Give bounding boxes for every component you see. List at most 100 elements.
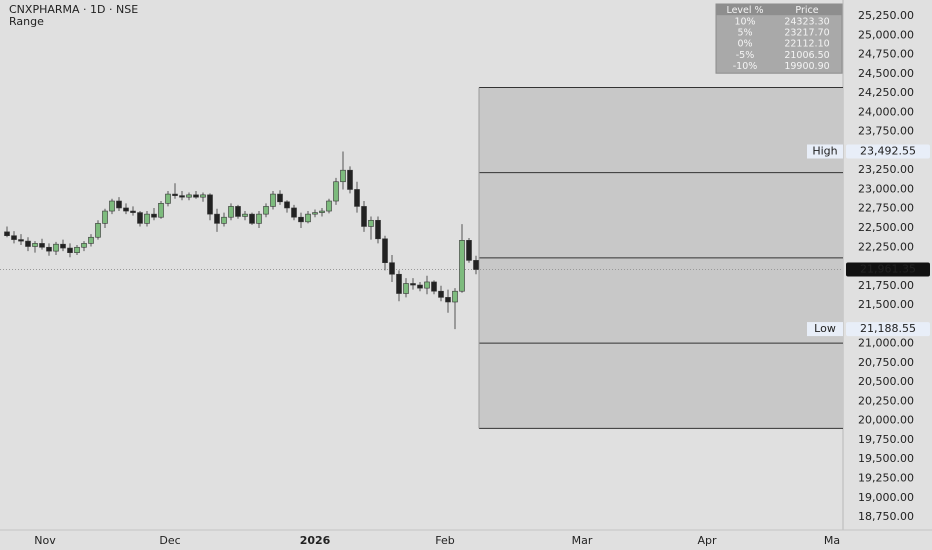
- candle-body: [186, 194, 192, 198]
- candle-body: [11, 235, 17, 240]
- candle-body: [452, 290, 458, 303]
- candle-body: [228, 206, 234, 218]
- candle-body: [417, 284, 423, 289]
- table-level: -5%: [736, 50, 755, 61]
- candle-body: [382, 238, 388, 263]
- table-header-bg: [716, 4, 842, 16]
- candle-body: [389, 262, 395, 275]
- y-tick-label: 21,000.00: [858, 337, 914, 350]
- candle-body: [368, 219, 374, 227]
- candle-body: [410, 283, 416, 286]
- y-tick-label: 19,500.00: [858, 452, 914, 465]
- candle-body: [438, 290, 444, 298]
- x-tick-label: Feb: [435, 534, 454, 547]
- table-level: 5%: [737, 28, 752, 39]
- candle-body: [130, 210, 136, 213]
- low_marker-tag-value: 21,188.55: [860, 322, 916, 335]
- candle-body: [74, 246, 80, 253]
- candle-body: [312, 212, 318, 215]
- last_price-tag-value: 21,961.35: [860, 263, 916, 276]
- candle-body: [109, 200, 115, 212]
- candle-body: [116, 200, 122, 209]
- candle-body: [193, 194, 199, 198]
- candle-body: [431, 281, 437, 292]
- candle-body: [291, 207, 297, 218]
- y-tick-label: 24,750.00: [858, 48, 914, 61]
- candle-body: [221, 216, 227, 224]
- table-price: 21006.50: [784, 50, 829, 61]
- candle-body: [298, 216, 304, 223]
- y-tick-label: 20,750.00: [858, 356, 914, 369]
- y-tick-label: 19,750.00: [858, 433, 914, 446]
- candle-body: [347, 169, 353, 190]
- x-tick-label: Mar: [572, 534, 593, 547]
- candle-body: [4, 231, 10, 237]
- y-tick-label: 24,500.00: [858, 67, 914, 80]
- candle-body: [53, 243, 59, 252]
- candle-body: [473, 260, 479, 270]
- table-header: Price: [795, 5, 818, 16]
- y-tick-label: 22,750.00: [858, 202, 914, 215]
- candle-body: [158, 203, 164, 218]
- candle-body: [340, 169, 346, 183]
- candle-body: [81, 243, 87, 248]
- candle-body: [424, 281, 430, 289]
- candle-body: [25, 240, 31, 247]
- table-bg: [715, 3, 843, 74]
- candle-body: [361, 206, 367, 227]
- candle-body: [46, 246, 52, 252]
- candle-body: [284, 201, 290, 209]
- candle-body: [144, 213, 150, 224]
- candle-body: [95, 223, 101, 238]
- low_marker-tag-label-bg: [807, 322, 843, 337]
- plot-area: [0, 86, 843, 429]
- candle-body: [67, 247, 73, 253]
- candle-body: [123, 207, 129, 212]
- candle-body: [172, 193, 178, 196]
- table-header: Level %: [726, 5, 763, 16]
- candle-body: [200, 194, 206, 198]
- y-tick-label: 20,250.00: [858, 394, 914, 407]
- y-tick-label: 24,000.00: [858, 105, 914, 118]
- candle-body: [326, 200, 332, 212]
- y-tick-label: 23,250.00: [858, 163, 914, 176]
- candle-body: [445, 297, 451, 303]
- candle-body: [249, 213, 255, 224]
- candle-body: [375, 219, 381, 240]
- x-tick-label: Nov: [34, 534, 56, 547]
- candle-body: [102, 210, 108, 224]
- high_marker-tag-value: 23,492.55: [860, 144, 916, 157]
- candle-body: [207, 194, 213, 215]
- high_marker-tag-label-bg: [807, 144, 843, 159]
- chart-subtitle: Range: [9, 15, 44, 28]
- candle-body: [270, 193, 276, 207]
- high_marker-tag-bg: [846, 144, 930, 159]
- x-tick-label: Apr: [697, 534, 717, 547]
- y-tick-label: 20,500.00: [858, 375, 914, 388]
- low_marker-tag-bg: [846, 322, 930, 337]
- candle-body: [151, 213, 157, 218]
- candle-body: [466, 240, 472, 261]
- chart-title: CNXPHARMA · 1D · NSE: [9, 3, 138, 16]
- candle-body: [459, 240, 465, 292]
- candle-body: [403, 283, 409, 294]
- candle-body: [165, 193, 171, 204]
- levels-table: Level % Price 10% 24323.30 5% 23217.70 0% 22112…: [715, 3, 843, 74]
- y-tick-label: 20,000.00: [858, 414, 914, 427]
- y-tick-label: 25,000.00: [858, 28, 914, 41]
- y-tick-label: 23,750.00: [858, 125, 914, 138]
- candle-body: [18, 239, 24, 242]
- y-tick-label: 19,000.00: [858, 491, 914, 504]
- candle-body: [319, 210, 325, 213]
- candle-body: [235, 206, 241, 217]
- y-tick-label: 24,250.00: [858, 86, 914, 99]
- last_price-tag-bg: [846, 262, 930, 277]
- candle-body: [214, 213, 220, 224]
- x-tick-label: Dec: [159, 534, 180, 547]
- table-price: 22112.10: [784, 39, 829, 50]
- candle-body: [39, 243, 45, 248]
- high_marker-tag-label: High: [812, 144, 837, 157]
- table-level: -10%: [733, 61, 758, 72]
- table-price: 24323.30: [784, 16, 829, 27]
